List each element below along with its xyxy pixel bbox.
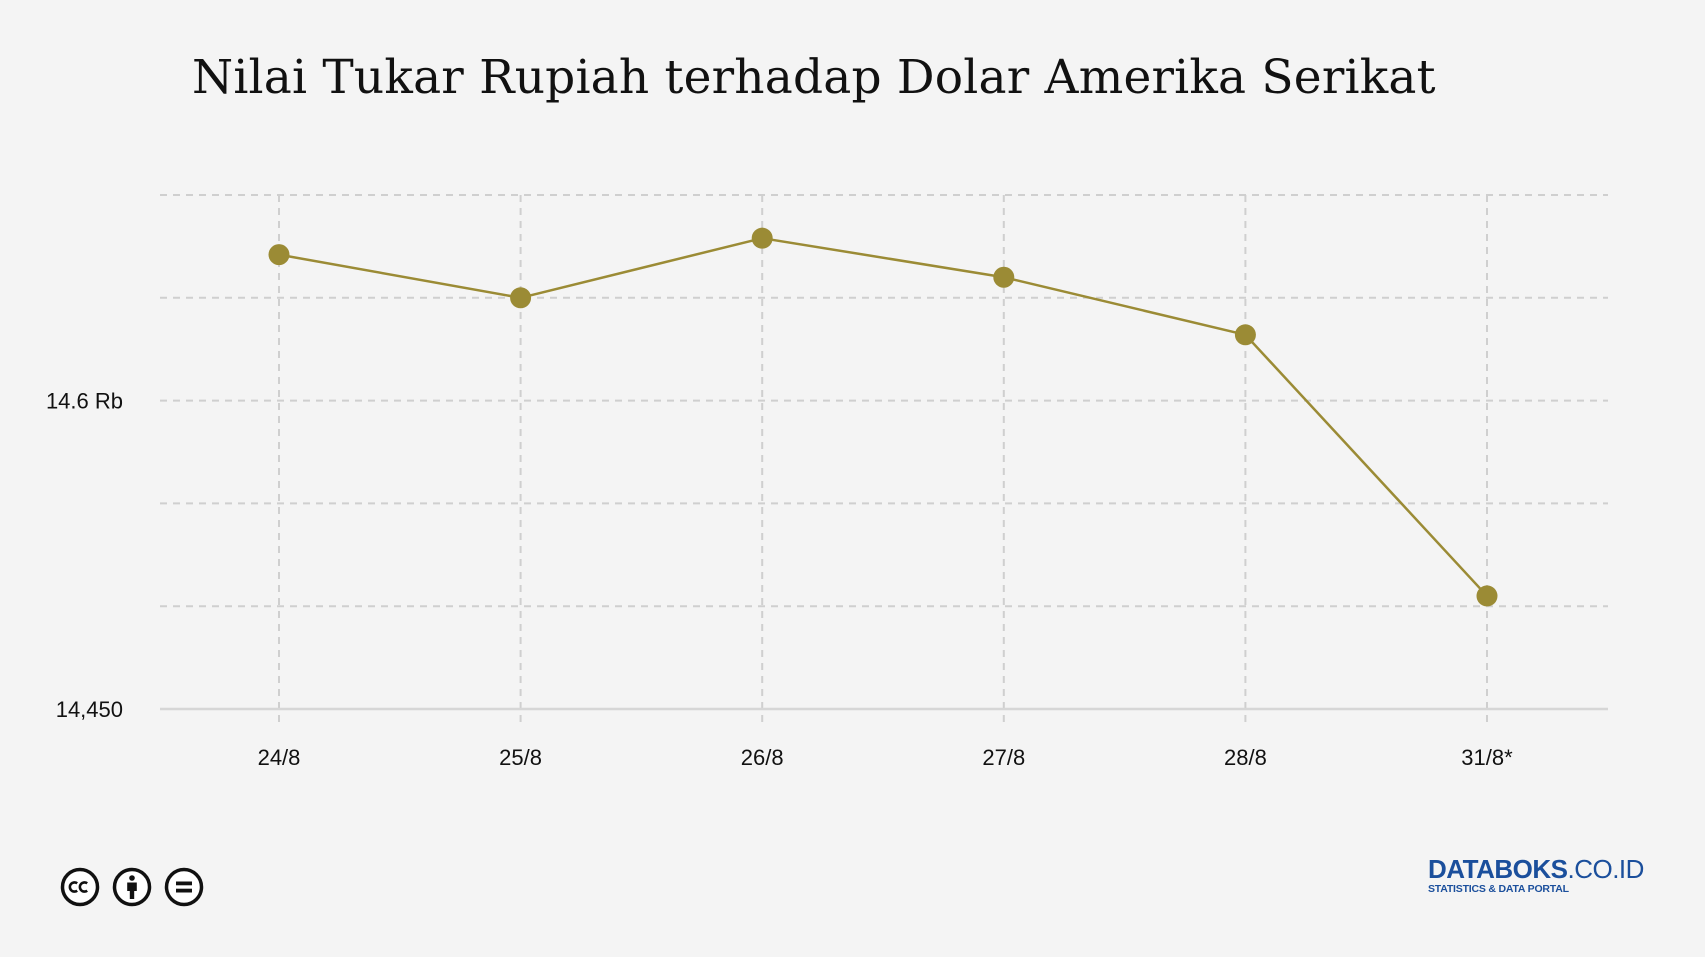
data-point [993,266,1015,288]
series-line [278,236,1488,597]
attribution-icon [112,867,152,907]
brand-tagline: STATISTICS & DATA PORTAL [1428,883,1569,895]
data-point [268,244,290,266]
brand-name: DATABOKS [1428,854,1568,884]
chart-title: Nilai Tukar Rupiah terhadap Dolar Amerik… [192,50,1436,105]
y-tick-label: 14,450 [56,697,123,722]
data-point [751,227,773,249]
x-tick-label: 25/8 [499,745,542,770]
data-point [1476,585,1498,607]
brand-domain: .CO.ID [1567,854,1644,884]
x-tick-label: 24/8 [258,745,301,770]
series [268,227,1498,607]
x-tick-label: 26/8 [741,745,784,770]
x-tick-label: 27/8 [982,745,1025,770]
tick-labels: 14,450 14.6 Rb 24/8 25/8 26/8 27/8 28/8 31/8* [46,389,1513,770]
license-badges [60,867,204,907]
x-tick-label: 28/8 [1224,745,1267,770]
no-derivatives-icon [164,867,204,907]
grid [160,194,1608,723]
creative-commons-icon [60,867,100,907]
databoks-logo: DATABOKS.CO.ID STATISTICS & DATA PORTAL [1428,856,1644,895]
x-tick-label: 31/8* [1461,745,1513,770]
data-point [1234,324,1256,346]
data-point [510,287,532,309]
y-tick-label: 14.6 Rb [46,389,123,414]
